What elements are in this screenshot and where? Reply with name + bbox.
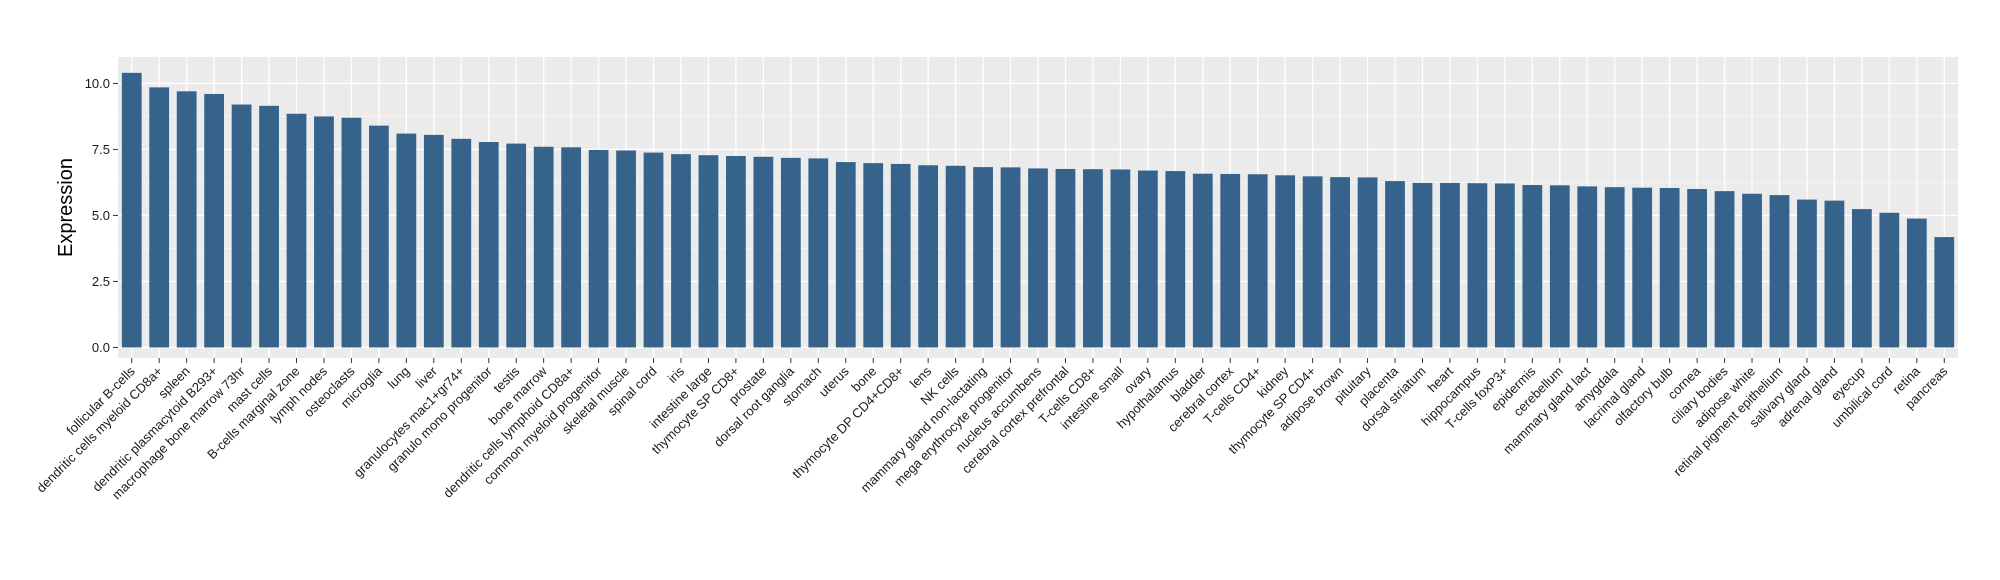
bar [753,156,774,348]
bar [1055,168,1076,348]
bar [1577,186,1598,348]
bar [671,154,691,348]
bar [1604,187,1625,348]
bar [286,113,307,348]
bar [1687,189,1707,348]
y-axis-title: Expression [55,158,77,257]
bar [726,156,746,348]
bar [369,125,389,348]
bar [918,165,939,348]
bar [808,158,829,348]
bar [835,162,856,348]
y-axis: 0.0 2.5 5.0 7.5 10.0 [85,76,118,355]
bar [973,167,993,348]
bar [1851,209,1872,348]
bar [204,93,225,348]
bar [1824,200,1845,348]
bar [698,155,719,348]
bar [1247,174,1268,348]
y-tick-label: 7.5 [92,142,110,157]
bar [1220,173,1241,348]
bar [890,163,911,348]
bar [341,117,362,348]
bar [149,87,170,348]
bar [1385,181,1405,348]
bar [1275,175,1296,348]
bar [1083,169,1103,348]
bar [1797,199,1817,348]
bars [121,72,1955,348]
bar [1028,168,1048,348]
bar [1714,191,1735,348]
bar [478,142,499,348]
bar [1769,195,1790,348]
bar [1494,183,1515,348]
bar [1906,218,1927,348]
y-tick-label: 0.0 [92,340,110,355]
bar [1302,176,1323,348]
bar [863,163,884,348]
bar [1165,171,1186,348]
bar [1742,193,1762,348]
bar [1440,182,1460,348]
bar [396,133,417,348]
bar [1137,170,1158,348]
bar [1549,185,1570,348]
bar [1467,183,1488,348]
bar [1934,237,1955,348]
bar [1192,173,1213,348]
bar [1412,182,1433,348]
bar [643,152,664,348]
bar [314,116,334,348]
bar [231,104,252,348]
bar [1632,187,1653,348]
bar [506,143,527,348]
bar [259,105,279,348]
bar [1357,177,1378,348]
bar [121,72,142,348]
y-tick-label: 2.5 [92,274,110,289]
bar [1659,187,1680,348]
bar [176,91,197,348]
bar [1879,212,1900,348]
bar [1522,185,1543,348]
bar [616,150,636,348]
y-tick-label: 5.0 [92,208,110,223]
bar [561,147,582,348]
bar [1330,177,1350,348]
x-tick-label: lung [384,364,412,392]
bar [533,146,554,348]
bar [588,149,609,348]
bar [451,138,472,348]
bar [423,134,444,348]
bar [780,157,801,348]
bar [945,165,966,348]
y-tick-label: 10.0 [85,76,110,91]
x-tick-label: uterus [816,363,853,400]
bar [1000,167,1021,348]
bar [1110,169,1131,348]
